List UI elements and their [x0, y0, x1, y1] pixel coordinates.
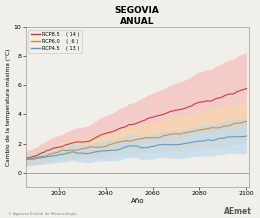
Y-axis label: Cambio de la temperatura máxima (°C): Cambio de la temperatura máxima (°C) [5, 48, 11, 166]
Legend: RCP8.5    ( 14 ), RCP6.0    (  6 ), RCP4.5    ( 13 ): RCP8.5 ( 14 ), RCP6.0 ( 6 ), RCP4.5 ( 13… [28, 30, 82, 53]
Title: SEGOVIA
ANUAL: SEGOVIA ANUAL [115, 5, 160, 26]
Text: © Agencia Estatal de Meteorología: © Agencia Estatal de Meteorología [8, 212, 76, 216]
Text: AEmet: AEmet [224, 207, 252, 216]
X-axis label: Año: Año [131, 198, 144, 204]
